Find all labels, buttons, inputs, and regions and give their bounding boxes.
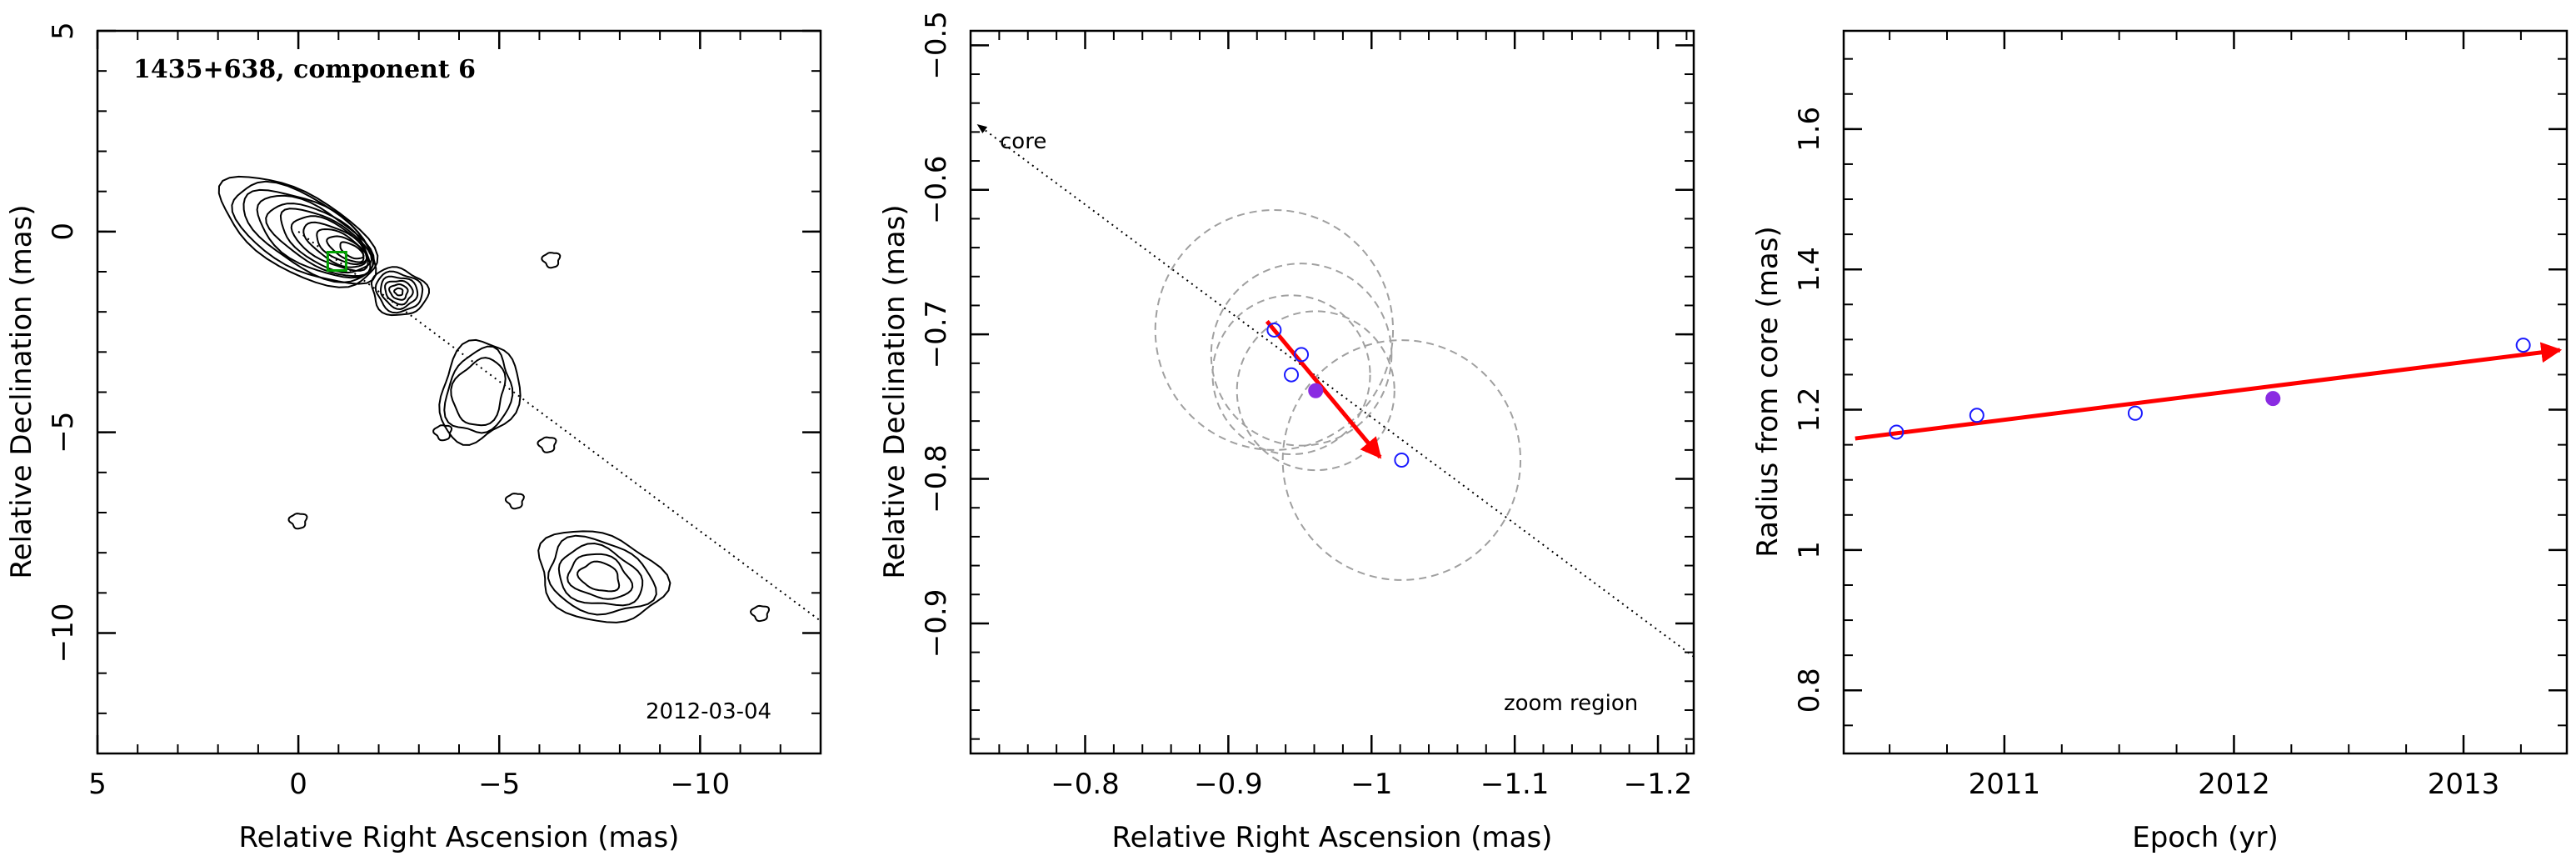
core-label: core xyxy=(1000,129,1046,154)
core-contour xyxy=(242,188,374,283)
y-tick-label: −0.9 xyxy=(920,589,953,658)
knot-contour xyxy=(379,275,419,311)
axis-ticks: 5 0 −5 −10 5 0 −5 −10 xyxy=(47,22,821,801)
y-tick-label: 0 xyxy=(47,223,80,241)
x-tick-label: −0.8 xyxy=(1051,768,1120,801)
component-marker xyxy=(326,250,347,272)
y-tick-label: 5 xyxy=(47,22,80,40)
knot-contour xyxy=(577,560,621,593)
zoom-label: zoom region xyxy=(1504,691,1638,716)
error-circle xyxy=(1210,263,1393,447)
epoch-point xyxy=(1294,347,1310,363)
y-axis-label: Relative Declination (mas) xyxy=(5,204,38,578)
core-contour xyxy=(326,235,365,263)
velocity-vector xyxy=(1265,319,1382,459)
x-tick-label: 2011 xyxy=(1969,768,2041,801)
knot-contour xyxy=(547,534,657,616)
y-tick-label: 1.2 xyxy=(1793,388,1826,433)
knot-contour xyxy=(384,279,414,306)
epoch-point xyxy=(1889,424,1905,440)
y-tick-label: −5 xyxy=(47,412,80,453)
y-tick-label: −10 xyxy=(47,603,80,663)
radius-epoch-panel: 2011 2012 2013 0.8 1 1.2 1.4 1.6 Epoch (yr) Rad… xyxy=(1751,29,2569,854)
zoom-panel: −0.8 −0.9 −1 −1.1 −1.2 −0.5 −0.6 −0.7 −0.8 −0.9 c… xyxy=(878,11,1695,854)
epoch-point xyxy=(2127,405,2143,421)
knot-contour xyxy=(557,542,644,607)
x-tick-label: −0.9 xyxy=(1194,768,1263,801)
knot-contour xyxy=(537,530,671,623)
x-tick-label: 2013 xyxy=(2428,768,2500,801)
x-tick-label: −1 xyxy=(1350,768,1392,801)
y-tick-label: 1.6 xyxy=(1793,107,1826,152)
noise-contour xyxy=(537,436,557,453)
y-tick-label: −0.8 xyxy=(920,444,953,513)
jet-axis-line xyxy=(297,231,821,622)
error-circle xyxy=(1281,339,1522,581)
error-circles xyxy=(1154,209,1522,581)
core-contour xyxy=(302,221,367,268)
y-axis-label: Relative Declination (mas) xyxy=(878,204,911,578)
noise-contour xyxy=(504,493,525,510)
epoch-point xyxy=(1266,322,1282,338)
epoch-point xyxy=(1394,452,1410,468)
x-tick-label: −1.1 xyxy=(1480,768,1550,801)
axis-ticks: 2011 2012 2013 0.8 1 1.2 1.4 1.6 xyxy=(1793,31,2567,801)
x-tick-label: 2012 xyxy=(2198,768,2270,801)
axis-ticks: −0.8 −0.9 −1 −1.1 −1.2 −0.5 −0.6 −0.7 −0.8 −0.9 xyxy=(920,11,1694,801)
noise-contour xyxy=(541,252,562,269)
core-contour xyxy=(217,175,379,288)
jet-axis-line xyxy=(976,123,1695,658)
error-circle xyxy=(1236,310,1395,472)
x-axis-label: Relative Right Ascension (mas) xyxy=(239,821,680,854)
x-tick-label: −5 xyxy=(478,768,520,801)
date-label: 2012-03-04 xyxy=(646,699,771,724)
knot-contour xyxy=(443,345,514,434)
core-contour xyxy=(339,241,365,260)
current-epoch-point xyxy=(1308,383,1324,398)
knot-contour xyxy=(438,338,522,446)
epoch-point xyxy=(1284,367,1300,383)
fit-line xyxy=(1855,342,2563,441)
y-tick-label: 0.8 xyxy=(1793,668,1826,713)
x-tick-label: 5 xyxy=(88,768,107,801)
y-tick-label: −0.6 xyxy=(920,155,953,224)
epoch-point xyxy=(1969,408,1984,423)
contour-map-panel: 5 0 −5 −10 5 0 −5 −10 1435+638, component 6 201… xyxy=(5,22,822,854)
current-epoch-point xyxy=(2265,391,2281,407)
knot-contour xyxy=(370,266,431,317)
y-tick-label: 1.4 xyxy=(1793,247,1826,292)
noise-contour xyxy=(432,424,453,442)
map-title: 1435+638, component 6 xyxy=(133,55,476,84)
y-tick-label: −0.7 xyxy=(920,300,953,369)
radius-points xyxy=(1889,338,2531,440)
noise-contour xyxy=(749,604,771,623)
plot-frame xyxy=(1842,29,2569,755)
knot-contour xyxy=(374,270,424,314)
x-axis-label: Epoch (yr) xyxy=(2132,821,2279,854)
epoch-point xyxy=(2515,338,2531,353)
y-tick-label: 1 xyxy=(1793,541,1826,559)
knot-contour xyxy=(450,357,507,427)
y-axis-label: Radius from core (mas) xyxy=(1751,226,1785,557)
error-circle xyxy=(1211,294,1371,456)
x-tick-label: −1.2 xyxy=(1624,768,1693,801)
position-points xyxy=(1266,322,1410,468)
contour-map xyxy=(217,175,771,623)
knot-contour xyxy=(567,553,634,600)
y-tick-label: −0.5 xyxy=(920,11,953,80)
x-tick-label: 0 xyxy=(289,768,307,801)
knot-contour xyxy=(388,283,409,301)
x-tick-label: −10 xyxy=(670,768,730,801)
knot-contour xyxy=(393,287,404,297)
core-contour xyxy=(265,203,372,278)
error-circle xyxy=(1154,209,1395,451)
noise-contour xyxy=(287,513,308,530)
plot-frame xyxy=(969,29,1695,755)
x-axis-label: Relative Right Ascension (mas) xyxy=(1112,821,1553,854)
plot-frame xyxy=(96,29,822,755)
